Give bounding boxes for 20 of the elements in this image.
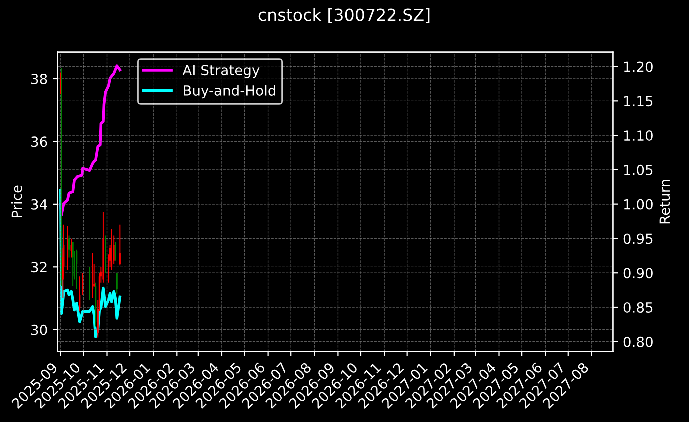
chart-title: cnstock [300722.SZ] [258,8,430,24]
y2-tick-label: 1.00 [624,199,653,210]
y-tick-label: 32 [32,262,47,273]
y-axis-title: Price [11,186,22,218]
y2-tick-label: 0.80 [624,336,653,348]
line-series [60,64,122,217]
y2-tick-label: 0.85 [624,302,653,313]
y-tick-label: 38 [32,74,48,84]
y-tick-label: 34 [32,199,48,210]
y2-tick-label: 1.20 [624,62,653,72]
legend-label: Buy-and-Hold [184,85,276,99]
y2-tick-label: 1.15 [624,96,653,107]
legend-label: AI Strategy [182,65,260,78]
y2-tick-label: 0.90 [624,268,653,279]
y-tick-label: 30 [32,324,48,336]
y-tick-label: 36 [32,136,48,148]
y2-tick-label: 0.95 [624,234,653,244]
y2-axis-title: Return [660,180,670,224]
y2-tick-label: 1.05 [624,164,653,176]
y2-tick-label: 1.10 [624,130,653,142]
